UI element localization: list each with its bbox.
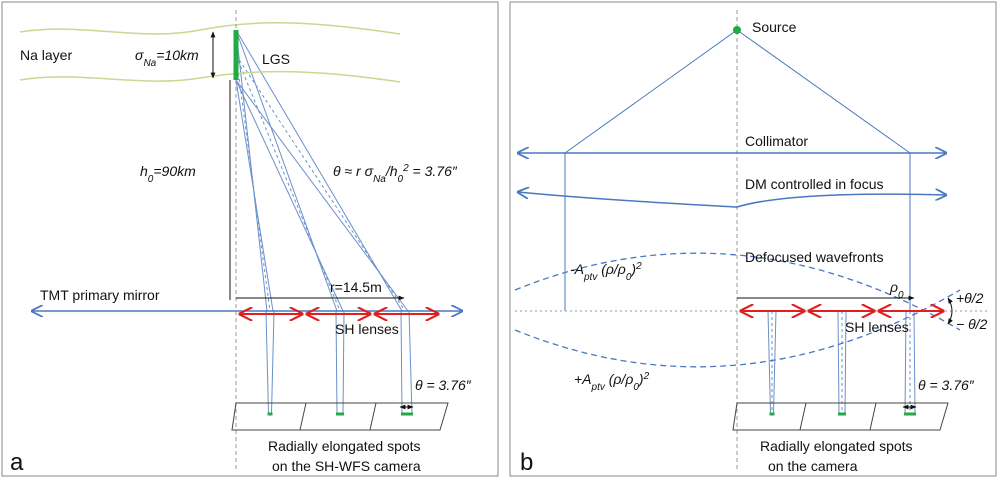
label: DM controlled in focus bbox=[745, 176, 884, 192]
text: +A bbox=[574, 371, 592, 387]
text: =90km bbox=[153, 163, 196, 179]
label: − θ/2 bbox=[956, 316, 988, 332]
label: Collimator bbox=[745, 133, 808, 149]
ray bbox=[236, 55, 340, 311]
label: +Aptv (ρ/ρ0)2 bbox=[574, 371, 650, 393]
text: 2 bbox=[635, 261, 642, 272]
label: TMT primary mirror bbox=[40, 287, 160, 303]
caption: Radially elongated spots bbox=[268, 438, 421, 454]
text: Na bbox=[143, 58, 156, 69]
ray bbox=[768, 311, 776, 414]
label: Na layer bbox=[20, 47, 72, 63]
text: θ ≈ r σ bbox=[333, 163, 374, 179]
text: 0 bbox=[398, 174, 404, 185]
caption: Radially elongated spots bbox=[760, 438, 913, 454]
text: (ρ/ρ bbox=[597, 261, 625, 277]
label: Defocused wavefronts bbox=[745, 249, 884, 265]
text: ptv bbox=[583, 272, 598, 283]
text: =10km bbox=[156, 47, 199, 63]
text: /h bbox=[385, 163, 398, 179]
source-dot bbox=[733, 26, 741, 34]
figure: Na layer σNa=10km LGS h0=90km θ ≈ r σNa/… bbox=[0, 0, 998, 478]
text: ρ bbox=[889, 279, 898, 295]
label: r=14.5m bbox=[330, 279, 382, 295]
panel-letter: b bbox=[520, 449, 533, 476]
panel-border bbox=[510, 2, 996, 476]
label: h0=90km bbox=[140, 163, 196, 185]
label: SH lenses bbox=[335, 321, 399, 337]
caption: on the camera bbox=[768, 458, 858, 474]
label: SH lenses bbox=[845, 319, 909, 335]
text: 0 bbox=[898, 290, 904, 301]
dm-arrow bbox=[518, 192, 946, 207]
ray bbox=[236, 80, 343, 311]
ray bbox=[266, 311, 274, 414]
label: σNa=10km bbox=[135, 47, 199, 69]
rays bbox=[236, 30, 916, 414]
text: = 3.76″ bbox=[409, 163, 458, 179]
text: ptv bbox=[591, 382, 606, 393]
label: +θ/2 bbox=[956, 290, 984, 306]
text: (ρ/ρ bbox=[605, 371, 633, 387]
panel-letter: a bbox=[10, 449, 24, 476]
label: θ = 3.76″ bbox=[918, 377, 975, 393]
na-layer-bottom bbox=[20, 72, 400, 82]
label: θ ≈ r σNa/h02 = 3.76″ bbox=[333, 163, 458, 185]
label: Source bbox=[752, 19, 797, 35]
text: 2 bbox=[643, 371, 650, 382]
label: -Aptv (ρ/ρ0)2 bbox=[570, 261, 642, 283]
text: h bbox=[140, 163, 148, 179]
label: θ = 3.76″ bbox=[415, 377, 472, 393]
camera bbox=[232, 403, 448, 430]
ray bbox=[401, 311, 412, 414]
text: -A bbox=[570, 261, 584, 277]
text: Na bbox=[373, 174, 386, 185]
label: LGS bbox=[262, 51, 290, 67]
ray bbox=[236, 80, 273, 311]
na-layer-top bbox=[20, 23, 400, 34]
caption: on the SH-WFS camera bbox=[272, 458, 421, 474]
